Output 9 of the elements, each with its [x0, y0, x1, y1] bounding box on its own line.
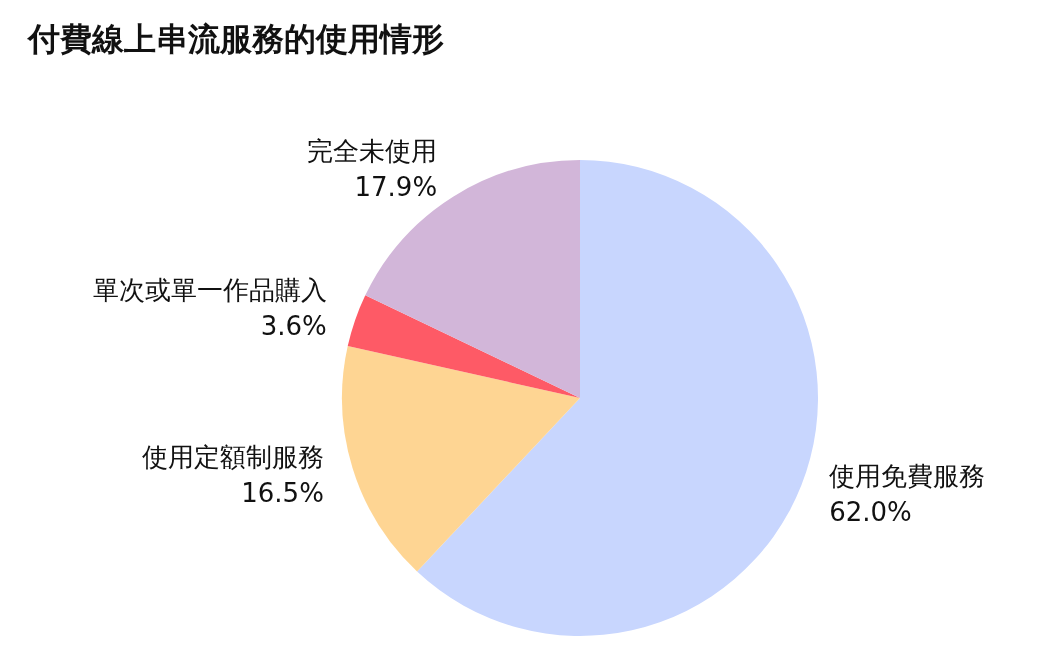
slice-label: 完全未使用: [307, 136, 438, 167]
slice-label: 使用免費服務: [829, 461, 986, 492]
chart-title: 付費線上串流服務的使用情形: [28, 19, 444, 60]
data-label: 62.0%: [829, 497, 912, 528]
data-label: 16.5%: [241, 477, 324, 508]
slice-label: 單次或單一作品購入: [92, 275, 327, 306]
data-label: 17.9%: [354, 172, 438, 203]
slice-label: 使用定額制服務: [141, 441, 324, 472]
data-label: 3.6%: [260, 311, 327, 342]
